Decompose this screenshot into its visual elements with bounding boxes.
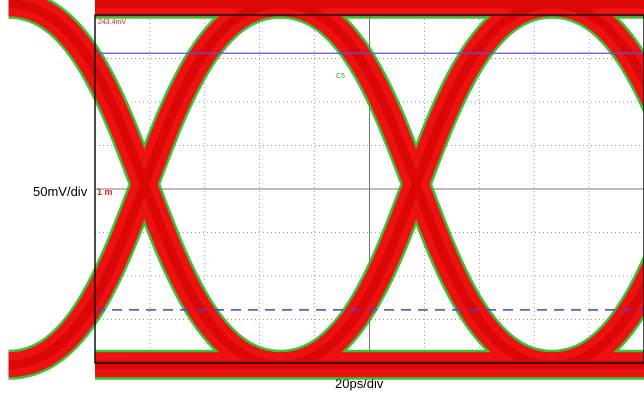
y-axis-label: 50mV/div <box>33 184 88 199</box>
marker-trigger: 1 m <box>97 187 113 197</box>
marker-c5: C5 <box>336 73 345 80</box>
bottom-reference-label: -259.5mV <box>98 354 129 361</box>
top-reference-label: 243.4mV <box>98 19 126 26</box>
level-cursors <box>95 52 644 311</box>
eye-traces <box>7 0 644 380</box>
x-axis-label: 20ps/div <box>335 376 384 391</box>
eye-trace-core <box>8 0 644 370</box>
screen-frame <box>94 14 644 364</box>
